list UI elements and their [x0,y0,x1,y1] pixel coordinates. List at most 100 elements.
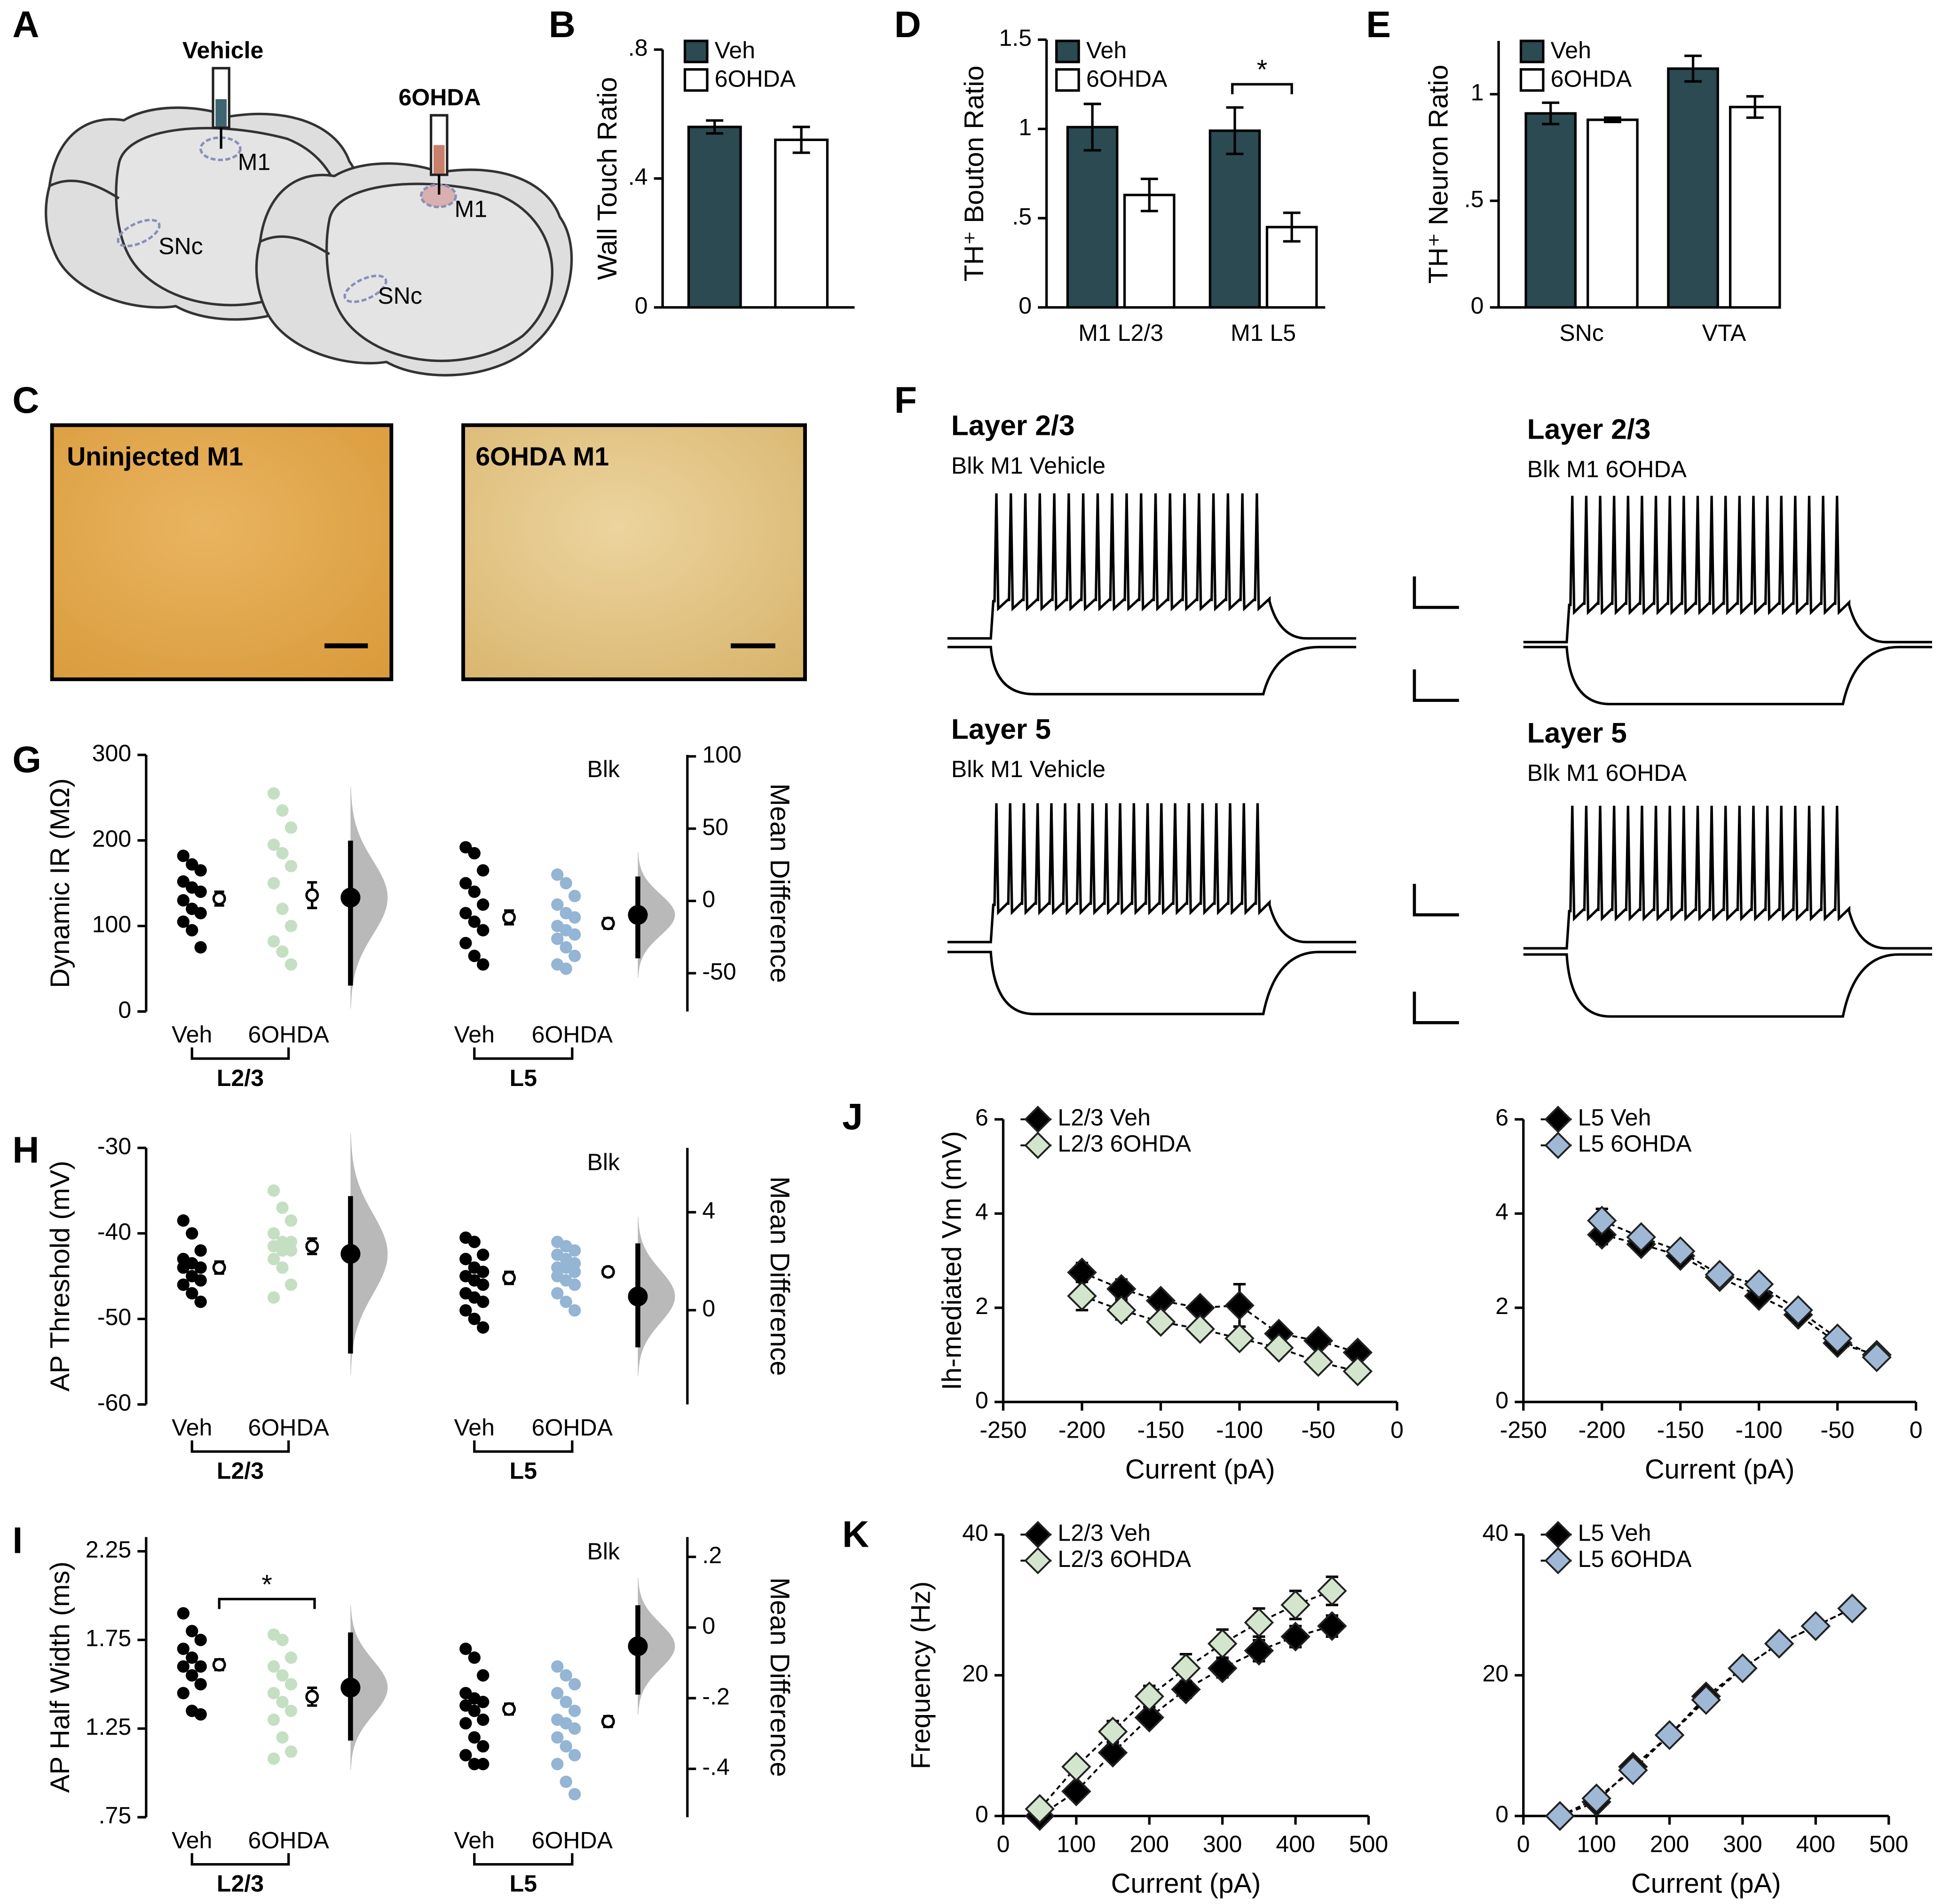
data-point [459,907,472,920]
x-tick-label: -250 [979,1417,1026,1443]
axis-title: Ih-mediated Vm (mV) [937,1131,967,1390]
y-tick-label: 0 [635,292,648,319]
data-point [284,1235,298,1248]
data-point [459,1717,472,1730]
axis-title: Mean Difference [765,1176,795,1376]
legend-marker [1544,1105,1572,1133]
data-point [1280,1621,1310,1652]
panel-label: H [12,1129,39,1171]
y-tick-label: -60 [97,1390,131,1416]
data-point [568,1244,581,1257]
y-tick-label: .5 [1464,186,1484,212]
y-tick-label: 1 [1471,79,1484,106]
data-point [177,1607,189,1620]
data-point [276,945,289,958]
voltage-trace [947,493,1357,640]
data-point [1618,1755,1648,1786]
y-tick-label: 40 [1482,1519,1508,1546]
data-point [194,1261,207,1274]
y-tick-label: .8 [628,35,648,61]
data-point [177,1278,189,1291]
data-point [477,1740,489,1753]
data-point [477,1758,489,1770]
data-point [459,1749,472,1762]
data-point [551,868,564,881]
image-label: Uninjected M1 [67,442,243,471]
data-point [284,1651,298,1664]
legend-label: L5 6OHDA [1578,1546,1692,1572]
x-tick-label: -100 [1736,1417,1783,1443]
group-mean [212,1658,226,1672]
x-tick-label: Veh [454,1827,495,1853]
x-tick-label: -50 [1301,1417,1335,1443]
data-point [477,1696,489,1708]
data-point [468,1235,481,1248]
data-point [551,1660,564,1673]
annotation: Blk [587,1149,620,1175]
data-point [267,935,280,948]
data-point [1134,1681,1165,1712]
y-tick-label: 6 [975,1104,988,1131]
data-point [1185,1314,1216,1344]
data-point [468,1731,481,1744]
y2-tick-label: .2 [702,1542,722,1568]
trace-condition: Blk M1 6OHDA [1527,456,1687,482]
y-tick-label: 20 [1482,1660,1508,1687]
y-tick-label: 0 [975,1801,988,1827]
x-tick-label: -200 [1058,1417,1105,1443]
voltage-trace [1523,645,1932,706]
data-point [1705,1259,1735,1290]
data-point [459,936,472,950]
data-point [468,1758,481,1770]
panel-label: E [1366,3,1391,45]
x-tick-label: 0 [1390,1417,1404,1443]
data-point [1244,1636,1274,1666]
data-point [284,1678,298,1691]
data-point [1862,1342,1892,1372]
x-tick-label: 500 [1869,1831,1908,1857]
legend-marker [1024,1521,1052,1549]
data-point [177,915,189,928]
data-point [551,898,564,911]
data-point [276,1696,289,1708]
bar [1208,129,1261,309]
group-bracket [473,1440,574,1453]
data-point [267,1252,280,1266]
x-tick-label: -250 [1500,1417,1547,1443]
axis-title: TH⁺ Bouton Ratio [959,65,989,281]
trace-condition: Blk M1 Vehicle [951,756,1105,782]
x-tick-label: -100 [1216,1417,1263,1443]
bar [1667,67,1719,309]
group-mean [601,1715,615,1729]
data-point [194,1244,207,1257]
significance-label: * [1257,55,1268,85]
annotation: Blk [587,756,620,782]
data-point [284,1745,298,1758]
legend-label: 6OHDA [715,66,796,92]
brain-vehicle [46,67,361,319]
group-mean [502,1702,516,1716]
y-tick-label: -40 [97,1219,131,1245]
y-tick-label: .5 [1012,203,1032,229]
data-point [267,1713,280,1726]
data-point [568,1678,581,1691]
x-tick-label: Veh [454,1021,495,1047]
data-point [267,877,280,889]
trace-condition: Blk M1 6OHDA [1527,760,1687,786]
data-point [1744,1269,1774,1299]
data-point [477,1321,489,1334]
x-tick-label: 6OHDA [248,1827,330,1853]
data-point [284,958,298,971]
axis-title: Mean Difference [765,783,795,983]
legend-swatch [1055,39,1080,63]
data-point [276,1669,289,1682]
brain-lesion [256,114,571,375]
axis-title: AP Half Width (ms) [45,1561,75,1793]
y-tick-label: 1 [1018,114,1032,140]
series-line [1559,1607,1853,1817]
data-point [1587,1205,1617,1236]
legend-label: L5 Veh [1578,1104,1651,1131]
data-point [284,1704,298,1717]
x-tick-label: 100 [1577,1831,1616,1857]
mean-difference [628,1636,648,1656]
